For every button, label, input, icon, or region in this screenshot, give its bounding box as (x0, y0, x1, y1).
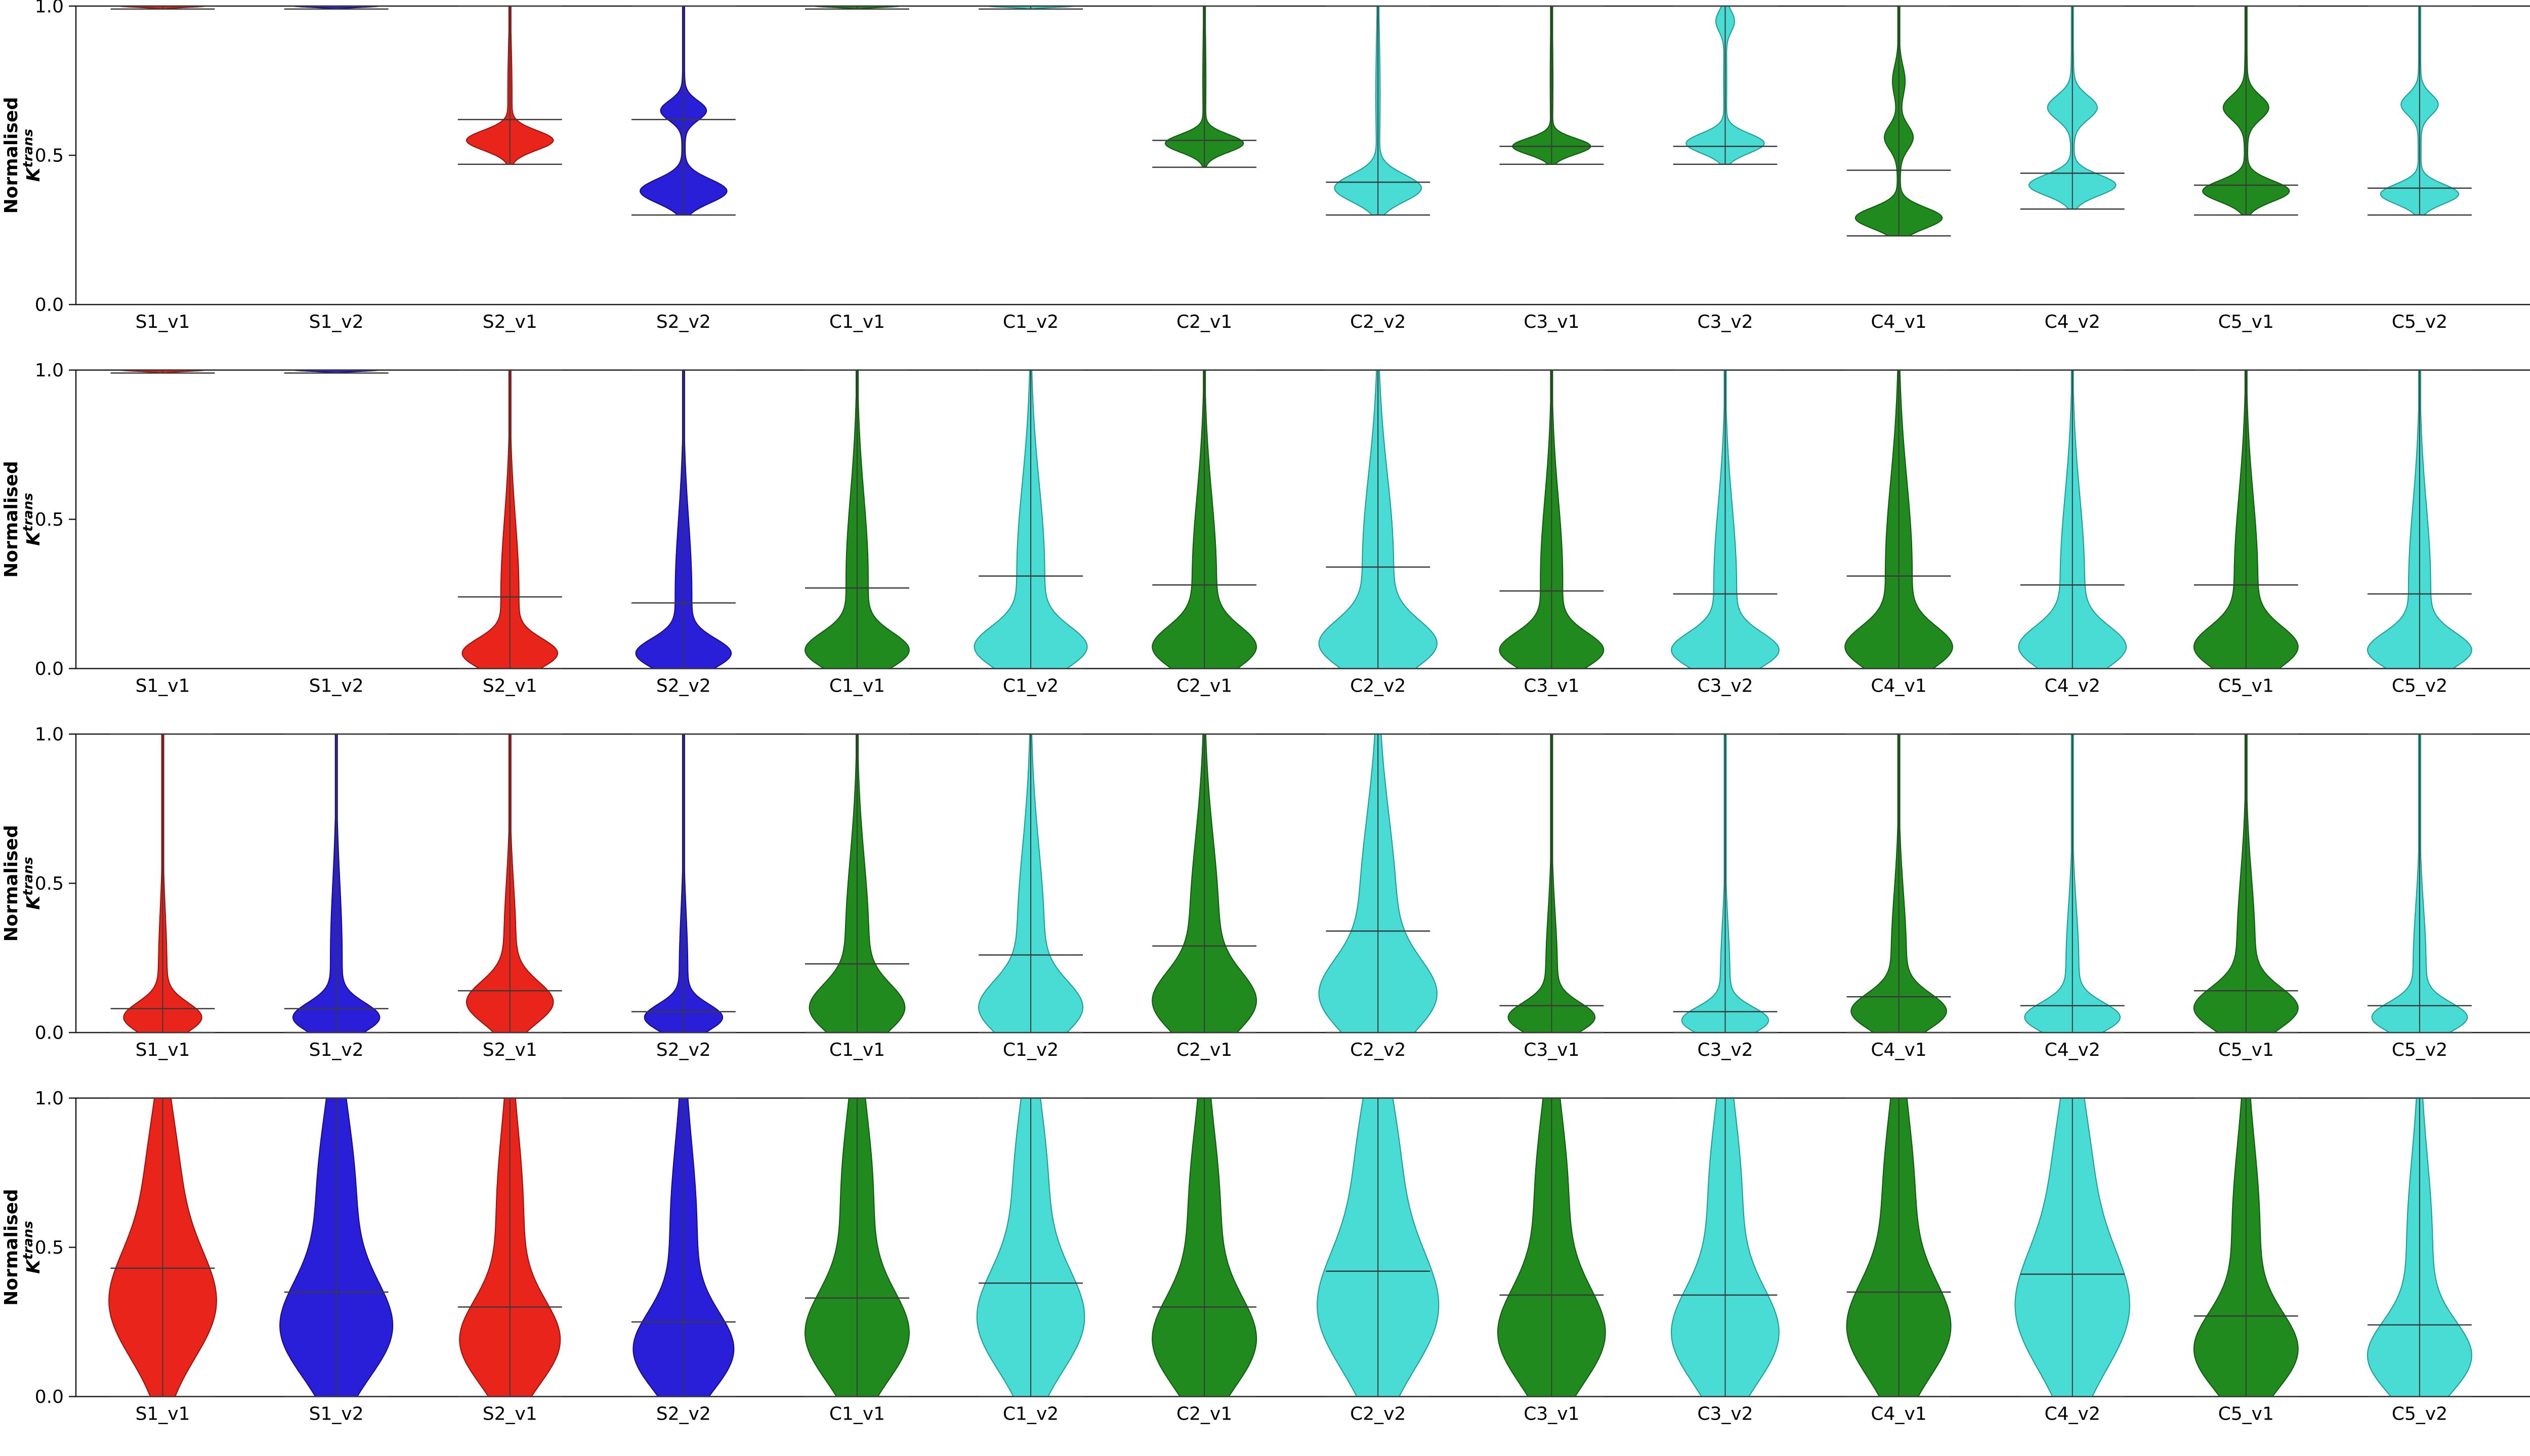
x-tick-label: C2_v2 (1350, 312, 1406, 332)
axes-frame (75, 369, 2530, 669)
x-tick-label: C5_v2 (2392, 676, 2448, 697)
x-tick-label: C5_v2 (2392, 312, 2448, 332)
x-tick-label: C4_v1 (1871, 312, 1926, 332)
y-axis-label-line1: Normalised (1, 1189, 22, 1306)
x-tick-label: S1_v1 (136, 1040, 190, 1060)
x-tick-label: C2_v1 (1176, 312, 1232, 332)
x-tick-label: C1_v2 (1003, 1040, 1059, 1060)
x-tick-label: C5_v1 (2218, 676, 2274, 697)
x-tick-label: S1_v1 (136, 1404, 190, 1425)
x-tick-label: S2_v1 (483, 1040, 537, 1060)
x-tick-label: C1_v1 (829, 676, 885, 697)
y-axis-label-line2: Ktrans (21, 493, 44, 546)
x-tick-label: C5_v2 (2392, 1404, 2448, 1425)
x-tick-label: C2_v2 (1350, 676, 1406, 697)
y-tick-label: 0.0 (35, 295, 64, 316)
y-axis-label-line1: Normalised (1, 461, 22, 578)
x-tick-label: S1_v1 (136, 676, 190, 697)
x-tick-label: C5_v1 (2218, 312, 2274, 332)
x-tick-label: C3_v1 (1524, 1040, 1579, 1060)
x-tick-label: C4_v2 (2045, 312, 2100, 332)
y-tick-label: 1.0 (35, 724, 64, 745)
x-tick-label: C3_v2 (1697, 676, 1753, 697)
y-tick-label: 1.0 (35, 1088, 64, 1109)
x-tick-label: C3_v2 (1697, 1040, 1753, 1060)
x-tick-label: S2_v1 (483, 1404, 537, 1425)
x-tick-label: C5_v1 (2218, 1404, 2274, 1425)
x-tick-label: C4_v1 (1871, 1040, 1926, 1060)
x-tick-label: C2_v1 (1176, 676, 1232, 697)
x-tick-label: S2_v2 (656, 1404, 711, 1425)
x-tick-label: S2_v2 (656, 312, 711, 332)
x-tick-label: C3_v1 (1524, 676, 1579, 697)
panel-osipi-dce-s01: 0.0 0.5 1.0 Normalised Ktrans S1_v1 S1_v2 S2_v1… (1, 0, 2530, 332)
x-tick-label: S1_v1 (136, 312, 190, 332)
y-tick-label: 1.0 (35, 0, 64, 17)
y-tick-label: 1.0 (35, 360, 64, 381)
x-tick-label: C1_v1 (829, 312, 885, 332)
x-tick-label: C4_v1 (1871, 676, 1926, 697)
axes-frame (75, 1097, 2530, 1397)
y-tick-label: 0.5 (35, 146, 64, 166)
x-tick-label: C4_v2 (2045, 1040, 2100, 1060)
x-tick-label: C4_v2 (2045, 1404, 2100, 1425)
axes-frame (75, 5, 2530, 306)
x-tick-label: C3_v1 (1524, 1404, 1579, 1425)
x-tick-label: S2_v1 (483, 312, 537, 332)
x-tick-label: C3_v2 (1697, 312, 1753, 332)
panel-osipi-dce-s02: 0.0 0.5 1.0 Normalised Ktrans S1_v1 S1_v2 S2_v1… (1, 360, 2530, 697)
y-axis-label-line2: Ktrans (21, 857, 44, 910)
x-tick-label: S1_v2 (309, 676, 364, 697)
y-tick-label: 0.5 (35, 874, 64, 894)
x-tick-label: C3_v1 (1524, 312, 1579, 332)
y-axis-label-line2: Ktrans (21, 1221, 44, 1274)
x-tick-label: C3_v2 (1697, 1404, 1753, 1425)
axes-frame (75, 733, 2530, 1034)
x-tick-label: S2_v1 (483, 676, 537, 697)
x-tick-label: C1_v1 (829, 1040, 885, 1060)
x-tick-label: C1_v2 (1003, 312, 1059, 332)
x-tick-label: C2_v1 (1176, 1040, 1232, 1060)
x-tick-label: C2_v2 (1350, 1404, 1406, 1425)
y-axis-label-line2: Ktrans (21, 129, 44, 182)
y-axis-label-line1: Normalised (1, 97, 22, 214)
y-tick-label: 0.0 (35, 1023, 64, 1044)
x-tick-label: S2_v2 (656, 1040, 711, 1060)
x-tick-label: S1_v2 (309, 1404, 364, 1425)
x-tick-label: C1_v1 (829, 1404, 885, 1425)
x-tick-label: C5_v1 (2218, 1040, 2274, 1060)
x-tick-label: C2_v1 (1176, 1404, 1232, 1425)
x-tick-label: S1_v2 (309, 1040, 364, 1060)
panel-osipi-dce-s03: 0.0 0.5 1.0 Normalised Ktrans S1_v1 S1_v2 S2_v1… (1, 724, 2530, 1060)
y-tick-label: 0.5 (35, 509, 64, 530)
x-tick-label: S2_v2 (656, 676, 711, 697)
x-tick-label: C1_v2 (1003, 676, 1059, 697)
x-tick-label: S1_v2 (309, 312, 364, 332)
y-tick-label: 0.0 (35, 1387, 64, 1407)
x-tick-label: C2_v2 (1350, 1040, 1406, 1060)
y-tick-label: 0.5 (35, 1237, 64, 1258)
y-tick-label: 0.0 (35, 659, 64, 679)
x-tick-label: C1_v2 (1003, 1404, 1059, 1425)
panel-osipi-dce-s04: 0.0 0.5 1.0 Normalised Ktrans S1_v1 S1_v2 S2_v1… (1, 1088, 2530, 1425)
x-tick-label: C4_v1 (1871, 1404, 1926, 1425)
y-axis-label-line1: Normalised (1, 825, 22, 942)
x-tick-label: C4_v2 (2045, 676, 2100, 697)
x-tick-label: C5_v2 (2392, 1040, 2448, 1060)
